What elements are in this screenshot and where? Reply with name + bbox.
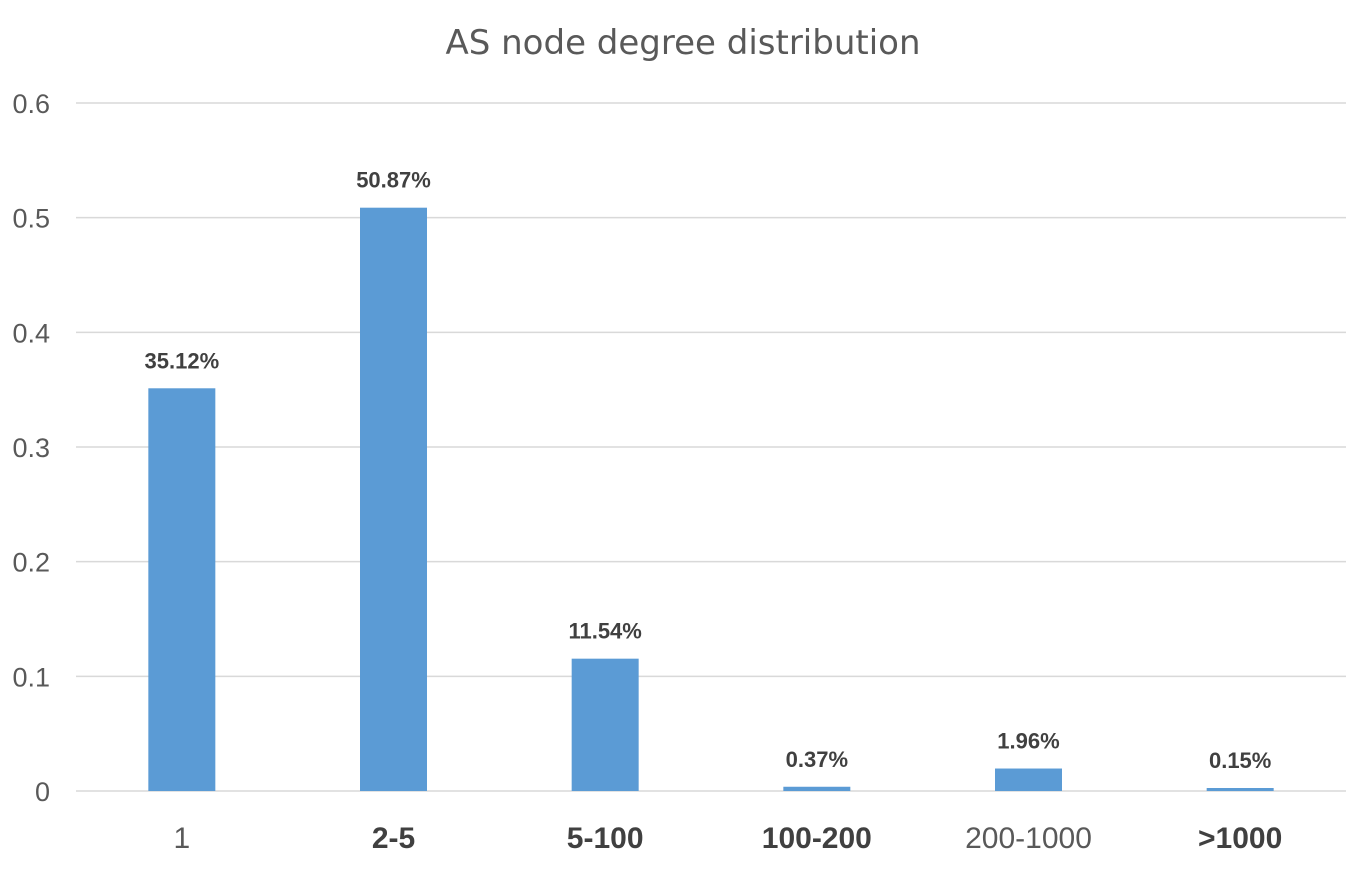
y-tick-label: 0.1 [12, 662, 50, 692]
bar-200-1000 [995, 768, 1062, 791]
data-label: 11.54% [568, 619, 641, 644]
bars [148, 207, 1274, 791]
bar-5-100 [571, 658, 639, 791]
x-tick-label: 100-200 [762, 822, 872, 855]
y-tick-label: 0.3 [12, 433, 50, 463]
chart-title: AS node degree distribution [445, 23, 920, 63]
data-label: 50.87% [356, 168, 431, 193]
x-axis-ticks: 1 2-5 5-100 100-200 200-1000 >1000 [173, 822, 1282, 855]
data-label: 1.96% [997, 729, 1059, 754]
y-tick-label: 0.5 [12, 204, 50, 234]
data-label: 0.37% [786, 747, 848, 772]
bar-2-5 [360, 207, 427, 791]
gridlines [76, 102, 1346, 792]
x-tick-label: 1 [173, 822, 190, 855]
data-labels: 35.12% 50.87% 11.54% 0.37% 1.96% 0.15% [145, 168, 1272, 773]
bar-1000 [1206, 788, 1274, 791]
y-tick-label: 0 [35, 777, 50, 807]
x-tick-label: 2-5 [372, 822, 415, 855]
x-tick-label: 5-100 [567, 822, 644, 855]
x-tick-label: >1000 [1198, 822, 1282, 855]
bar-1 [148, 388, 216, 791]
y-tick-label: 0.6 [12, 89, 50, 119]
y-axis-ticks: 0 0.1 0.2 0.3 0.4 0.5 0.6 [12, 89, 50, 807]
bar-100-200 [783, 786, 851, 791]
y-tick-label: 0.2 [12, 548, 50, 578]
y-tick-label: 0.4 [12, 318, 50, 348]
data-label: 0.15% [1209, 748, 1271, 773]
data-label: 35.12% [145, 348, 220, 373]
x-tick-label: 200-1000 [965, 822, 1092, 855]
